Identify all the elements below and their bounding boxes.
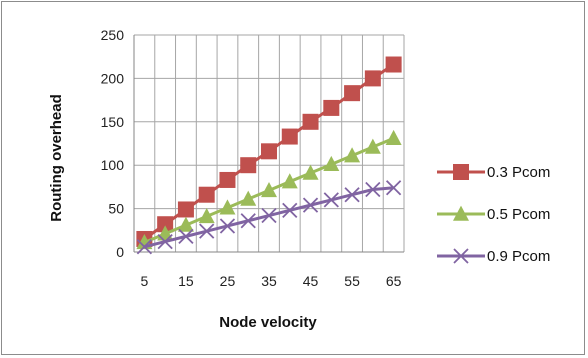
square-marker (281, 128, 298, 145)
square-marker (453, 164, 469, 180)
triangle-marker (453, 205, 469, 221)
triangle-marker (323, 155, 340, 172)
y-tick-label: 0 (116, 244, 124, 260)
triangle-marker (302, 164, 319, 180)
triangle-marker (364, 138, 381, 154)
x-marker-stroke (323, 192, 339, 208)
x-marker (219, 218, 236, 234)
legend: 0.3 Pcom 0.5 Pcom 0.9 Pcom (437, 164, 550, 265)
x-marker (240, 213, 256, 229)
x-marker (157, 233, 173, 250)
square-marker (219, 171, 236, 188)
y-tick-label: 100 (101, 157, 125, 173)
triangle-marker (219, 199, 236, 215)
y-axis-ticks: 0 50 100 150 200 250 (101, 27, 125, 260)
legend-label: 0.3 Pcom (487, 164, 550, 181)
x-marker-stroke (261, 207, 277, 224)
x-marker-stroke (178, 228, 194, 245)
triangle-marker (240, 190, 257, 206)
x-marker-stroke (344, 187, 360, 203)
square-marker (302, 113, 319, 130)
legend-item: 0.9 Pcom (437, 248, 550, 265)
triangle-marker (281, 173, 298, 189)
x-tick-label: 65 (386, 273, 402, 289)
x-marker (453, 248, 469, 264)
x-marker-stroke (453, 248, 469, 264)
triangle-marker (261, 181, 277, 198)
square-marker (323, 99, 340, 116)
x-marker (136, 239, 153, 255)
series (136, 56, 402, 255)
legend-label: 0.5 Pcom (487, 206, 550, 223)
x-marker-stroke (385, 180, 402, 196)
legend-item: 0.3 Pcom (437, 164, 550, 181)
x-tick-label: 5 (140, 273, 148, 289)
x-marker-stroke (199, 223, 215, 239)
x-marker (261, 207, 277, 224)
legend-label: 0.9 Pcom (487, 248, 550, 265)
square-marker (344, 85, 361, 102)
y-tick-label: 50 (108, 201, 124, 217)
square-marker (198, 186, 215, 203)
x-marker (365, 181, 381, 198)
triangle-marker (177, 216, 194, 232)
series-0-9-pcom (136, 180, 402, 255)
x-marker-stroke (136, 239, 153, 255)
y-tick-label: 250 (101, 27, 125, 43)
x-marker (302, 197, 319, 213)
y-axis-title: Routing overhead (48, 94, 65, 222)
square-marker (177, 201, 194, 218)
x-tick-label: 15 (178, 273, 194, 289)
y-tick-label: 200 (101, 70, 125, 86)
y-tick-label: 150 (101, 114, 125, 130)
x-marker-stroke (219, 218, 236, 234)
legend-item: 0.5 Pcom (437, 205, 550, 223)
triangle-marker (198, 208, 215, 224)
square-marker (261, 143, 277, 160)
series-0-3-pcom (136, 56, 402, 247)
x-marker (199, 223, 215, 239)
x-tick-label: 35 (261, 273, 277, 289)
x-marker (344, 187, 360, 203)
x-marker-stroke (240, 213, 256, 229)
x-marker-stroke (282, 202, 298, 218)
x-marker (282, 202, 298, 218)
square-marker (157, 216, 174, 233)
x-tick-label: 45 (303, 273, 319, 289)
axes (133, 35, 404, 253)
x-marker (178, 228, 194, 245)
x-axis-ticks: 5 15 25 35 45 55 65 (140, 273, 401, 289)
x-axis-title: Node velocity (219, 314, 317, 331)
square-marker (385, 56, 402, 73)
triangle-marker (385, 129, 402, 146)
x-tick-label: 25 (220, 273, 236, 289)
x-marker (385, 180, 402, 196)
x-marker-stroke (157, 233, 173, 250)
x-tick-label: 55 (344, 273, 360, 289)
square-marker (240, 157, 257, 174)
x-marker-stroke (302, 197, 319, 213)
square-marker (364, 70, 381, 87)
triangle-marker (344, 147, 361, 163)
x-marker (323, 192, 339, 208)
x-marker-stroke (365, 181, 381, 198)
